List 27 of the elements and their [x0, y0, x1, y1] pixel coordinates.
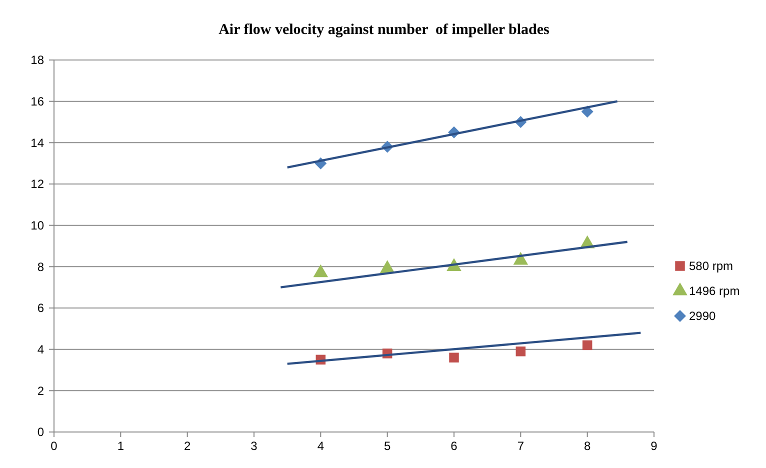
- x-tick-label: 0: [50, 439, 58, 453]
- chart-title: Air flow velocity against number of impeller blades: [218, 22, 550, 38]
- point: [582, 340, 592, 350]
- y-tick-label: 0: [37, 425, 44, 440]
- y-tick-label: 18: [30, 53, 44, 68]
- x-tick-label: 1: [117, 439, 124, 453]
- point: [449, 352, 459, 362]
- x-tick-label: 8: [584, 439, 591, 453]
- x-tick-label: 5: [384, 439, 391, 453]
- x-tick-label: 4: [317, 439, 324, 453]
- x-tick-label: 7: [517, 439, 524, 453]
- y-tick-label: 10: [30, 218, 44, 233]
- y-tick-label: 16: [30, 94, 44, 109]
- x-tick-label: 6: [450, 439, 458, 453]
- legend-label: 2990: [689, 309, 716, 324]
- x-tick-label: 9: [650, 439, 658, 453]
- point: [516, 346, 526, 356]
- x-tick-label: 3: [250, 439, 258, 453]
- y-tick-label: 14: [30, 136, 44, 150]
- y-tick-label: 12: [30, 177, 44, 192]
- legend-label: 580 rpm: [689, 259, 734, 274]
- y-tick-label: 6: [37, 301, 44, 316]
- y-tick-label: 8: [37, 260, 44, 274]
- x-tick-label: 2: [184, 439, 191, 453]
- y-tick-label: 4: [37, 342, 44, 357]
- legend-label: 1496 rpm: [689, 284, 740, 298]
- y-tick-label: 2: [37, 384, 44, 398]
